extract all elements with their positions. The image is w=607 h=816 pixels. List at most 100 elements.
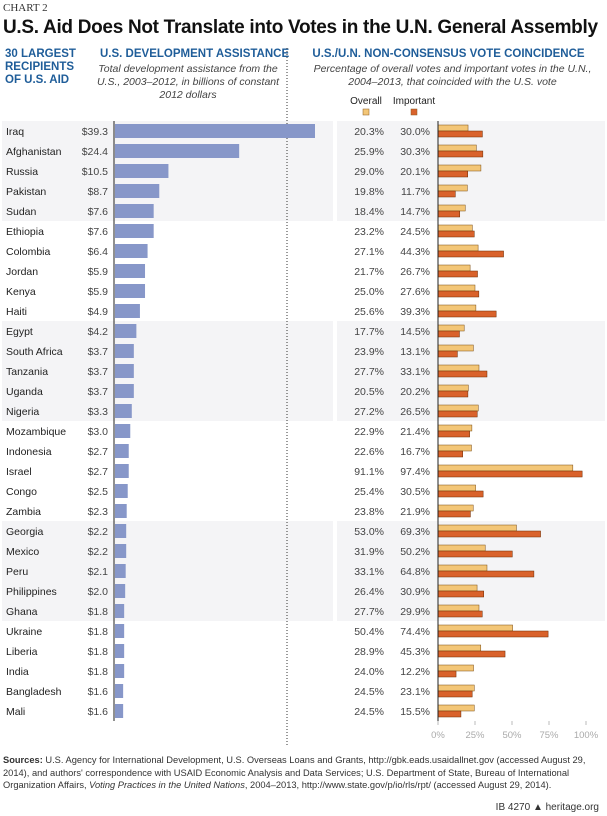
important-value-label: 97.4% xyxy=(400,466,430,478)
important-bar xyxy=(437,370,488,378)
overall-value-label: 50.4% xyxy=(354,626,384,638)
overall-value-label: 26.4% xyxy=(354,586,384,598)
important-bar xyxy=(437,230,475,238)
important-value-label: 44.3% xyxy=(400,246,430,258)
important-bar xyxy=(437,430,470,438)
country-label: Nigeria xyxy=(6,406,39,418)
overall-bar xyxy=(437,664,474,672)
sources-text-1: U.S. Agency for International Developmen… xyxy=(3,755,586,790)
aid-value-label: $3.3 xyxy=(88,406,109,418)
aid-value-label: $7.6 xyxy=(88,206,109,218)
country-label: Ethiopia xyxy=(6,226,44,238)
aid-bar xyxy=(115,544,127,558)
important-value-label: 27.6% xyxy=(400,286,430,298)
important-bar xyxy=(437,550,513,558)
overall-value-label: 22.9% xyxy=(354,426,384,438)
aid-panel-subtitle: Total development assistance from the U.… xyxy=(96,63,280,101)
overall-bar xyxy=(437,204,466,212)
aid-bar xyxy=(115,384,134,398)
overall-bar xyxy=(437,384,469,392)
vote-panel-title: U.S./U.N. NON-CONSENSUS VOTE COINCIDENCE xyxy=(312,48,585,60)
aid-bar xyxy=(115,244,148,258)
aid-bar xyxy=(115,464,129,478)
important-value-label: 15.5% xyxy=(400,706,430,718)
sources-note: Sources: U.S. Agency for International D… xyxy=(3,754,607,792)
important-bar xyxy=(437,310,497,318)
important-bar xyxy=(437,350,458,358)
overall-value-label: 27.7% xyxy=(354,366,384,378)
overall-bar xyxy=(437,244,479,252)
overall-bar xyxy=(437,624,513,632)
overall-bar xyxy=(437,604,480,612)
x-tick-label: 25% xyxy=(465,730,485,741)
important-value-label: 21.4% xyxy=(400,426,430,438)
aid-bar xyxy=(115,504,127,518)
aid-bar xyxy=(115,484,128,498)
aid-value-label: $2.3 xyxy=(88,506,109,518)
aid-bar xyxy=(115,684,124,698)
aid-bar xyxy=(115,324,137,338)
aid-bar xyxy=(115,704,124,718)
country-label: Liberia xyxy=(6,646,38,658)
country-label: Israel xyxy=(6,466,32,478)
overall-value-label: 31.9% xyxy=(354,546,384,558)
aid-bar xyxy=(115,584,126,598)
overall-value-label: 29.0% xyxy=(354,166,384,178)
important-value-label: 30.3% xyxy=(400,146,430,158)
overall-value-label: 24.5% xyxy=(354,686,384,698)
aid-value-label: $5.9 xyxy=(88,286,109,298)
important-value-label: 30.5% xyxy=(400,486,430,498)
aid-value-label: $39.3 xyxy=(82,126,108,138)
vote-panel-subtitle: Percentage of overall votes and importan… xyxy=(313,63,592,88)
aid-value-label: $3.7 xyxy=(88,346,109,358)
overall-value-label: 25.9% xyxy=(354,146,384,158)
important-value-label: 13.1% xyxy=(400,346,430,358)
aid-bar xyxy=(115,404,132,418)
important-bar xyxy=(437,290,480,298)
overall-value-label: 23.9% xyxy=(354,346,384,358)
important-value-label: 20.1% xyxy=(400,166,430,178)
overall-bar xyxy=(437,344,474,352)
overall-value-label: 17.7% xyxy=(354,326,384,338)
important-bar xyxy=(437,210,461,218)
aid-bar xyxy=(115,284,146,298)
important-bar xyxy=(437,330,460,338)
important-value-label: 23.1% xyxy=(400,686,430,698)
aid-value-label: $7.6 xyxy=(88,226,109,238)
country-label: Jordan xyxy=(6,266,38,278)
important-value-label: 64.8% xyxy=(400,566,430,578)
aid-panel-title: U.S. DEVELOPMENT ASSISTANCE xyxy=(100,48,290,60)
aid-value-label: $1.8 xyxy=(88,626,109,638)
important-value-label: 20.2% xyxy=(400,386,430,398)
important-bar xyxy=(437,610,483,618)
site-name[interactable]: heritage.org xyxy=(545,802,599,813)
country-label: Sudan xyxy=(6,206,37,218)
overall-value-label: 20.5% xyxy=(354,386,384,398)
country-label: Afghanistan xyxy=(6,146,62,158)
overall-bar xyxy=(437,124,469,132)
legend-label-overall: Overall xyxy=(350,96,382,107)
overall-value-label: 22.6% xyxy=(354,446,384,458)
overall-bar xyxy=(437,504,474,512)
aid-value-label: $10.5 xyxy=(82,166,108,178)
country-label: Mali xyxy=(6,706,25,718)
row-band xyxy=(2,321,333,421)
important-bar xyxy=(437,590,484,598)
overall-bar xyxy=(437,404,479,412)
important-bar xyxy=(437,470,583,478)
country-label: Colombia xyxy=(6,246,51,258)
aid-bar xyxy=(115,144,240,158)
important-value-label: 21.9% xyxy=(400,506,430,518)
aid-bar xyxy=(115,204,154,218)
important-bar xyxy=(437,690,473,698)
overall-bar xyxy=(437,284,476,292)
aid-value-label: $4.2 xyxy=(88,326,109,338)
overall-value-label: 25.4% xyxy=(354,486,384,498)
overall-value-label: 25.6% xyxy=(354,306,384,318)
aid-bar xyxy=(115,184,160,198)
overall-value-label: 53.0% xyxy=(354,526,384,538)
overall-bar xyxy=(437,484,476,492)
aid-bar xyxy=(115,564,126,578)
aid-bar xyxy=(115,164,169,178)
important-bar xyxy=(437,190,456,198)
